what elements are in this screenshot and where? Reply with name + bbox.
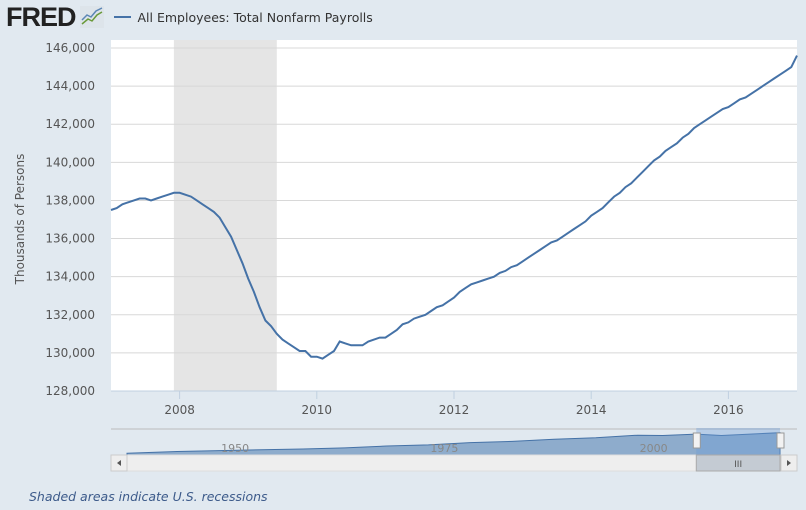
x-tick-label: 2016: [713, 403, 744, 417]
navigator[interactable]: 1950 1975 2000 III: [110, 428, 798, 472]
y-tick-label: 144,000: [45, 79, 95, 93]
navigator-label: 1975: [430, 442, 458, 455]
navigator-selection: [696, 428, 780, 455]
fred-logo[interactable]: FRED: [6, 1, 76, 32]
recession-note: Shaded areas indicate U.S. recessions: [29, 489, 268, 504]
navigator-area: [126, 432, 781, 456]
navigator-label: 1950: [221, 442, 249, 455]
legend-item[interactable]: All Employees: Total Nonfarm Payrolls: [113, 9, 373, 25]
arrow-left-icon: [117, 460, 121, 466]
y-tick-label: 142,000: [45, 117, 95, 131]
y-tick-label: 134,000: [45, 270, 95, 284]
scrollbar-thumb[interactable]: [695, 454, 781, 472]
x-tick-label: 2010: [302, 403, 333, 417]
y-tick-label: 130,000: [45, 346, 95, 360]
y-tick-label: 146,000: [45, 41, 95, 55]
series-line: [110, 55, 798, 360]
y-tick-label: 132,000: [45, 308, 95, 322]
chart: 128,000 130,000 132,000 134,000 136,000 138,0…: [13, 40, 798, 472]
y-tick-label: 128,000: [45, 384, 95, 398]
y-tick-label: 138,000: [45, 193, 95, 207]
scrollbar-grip-icon: III: [734, 460, 742, 470]
navigator-handle[interactable]: [692, 432, 701, 449]
x-tick-label: 2012: [439, 403, 470, 417]
navigator-label: 2000: [640, 442, 668, 455]
scrollbar-track: [110, 454, 798, 472]
y-tick-label: 136,000: [45, 232, 95, 246]
x-tick-label: 2014: [576, 403, 607, 417]
arrow-right-icon: [787, 460, 791, 466]
legend-swatch: [113, 16, 131, 18]
y-axis-label: Thousands of Persons: [13, 154, 27, 286]
header: FRED All Employees: Total Nonfarm Payrol…: [6, 1, 373, 32]
x-tick-label: 2008: [164, 403, 195, 417]
chart-logo-icon: [79, 6, 104, 28]
legend-label: All Employees: Total Nonfarm Payrolls: [137, 9, 373, 25]
recession-shade: [173, 40, 277, 391]
y-tick-label: 140,000: [45, 155, 95, 169]
navigator-handle[interactable]: [776, 432, 785, 449]
